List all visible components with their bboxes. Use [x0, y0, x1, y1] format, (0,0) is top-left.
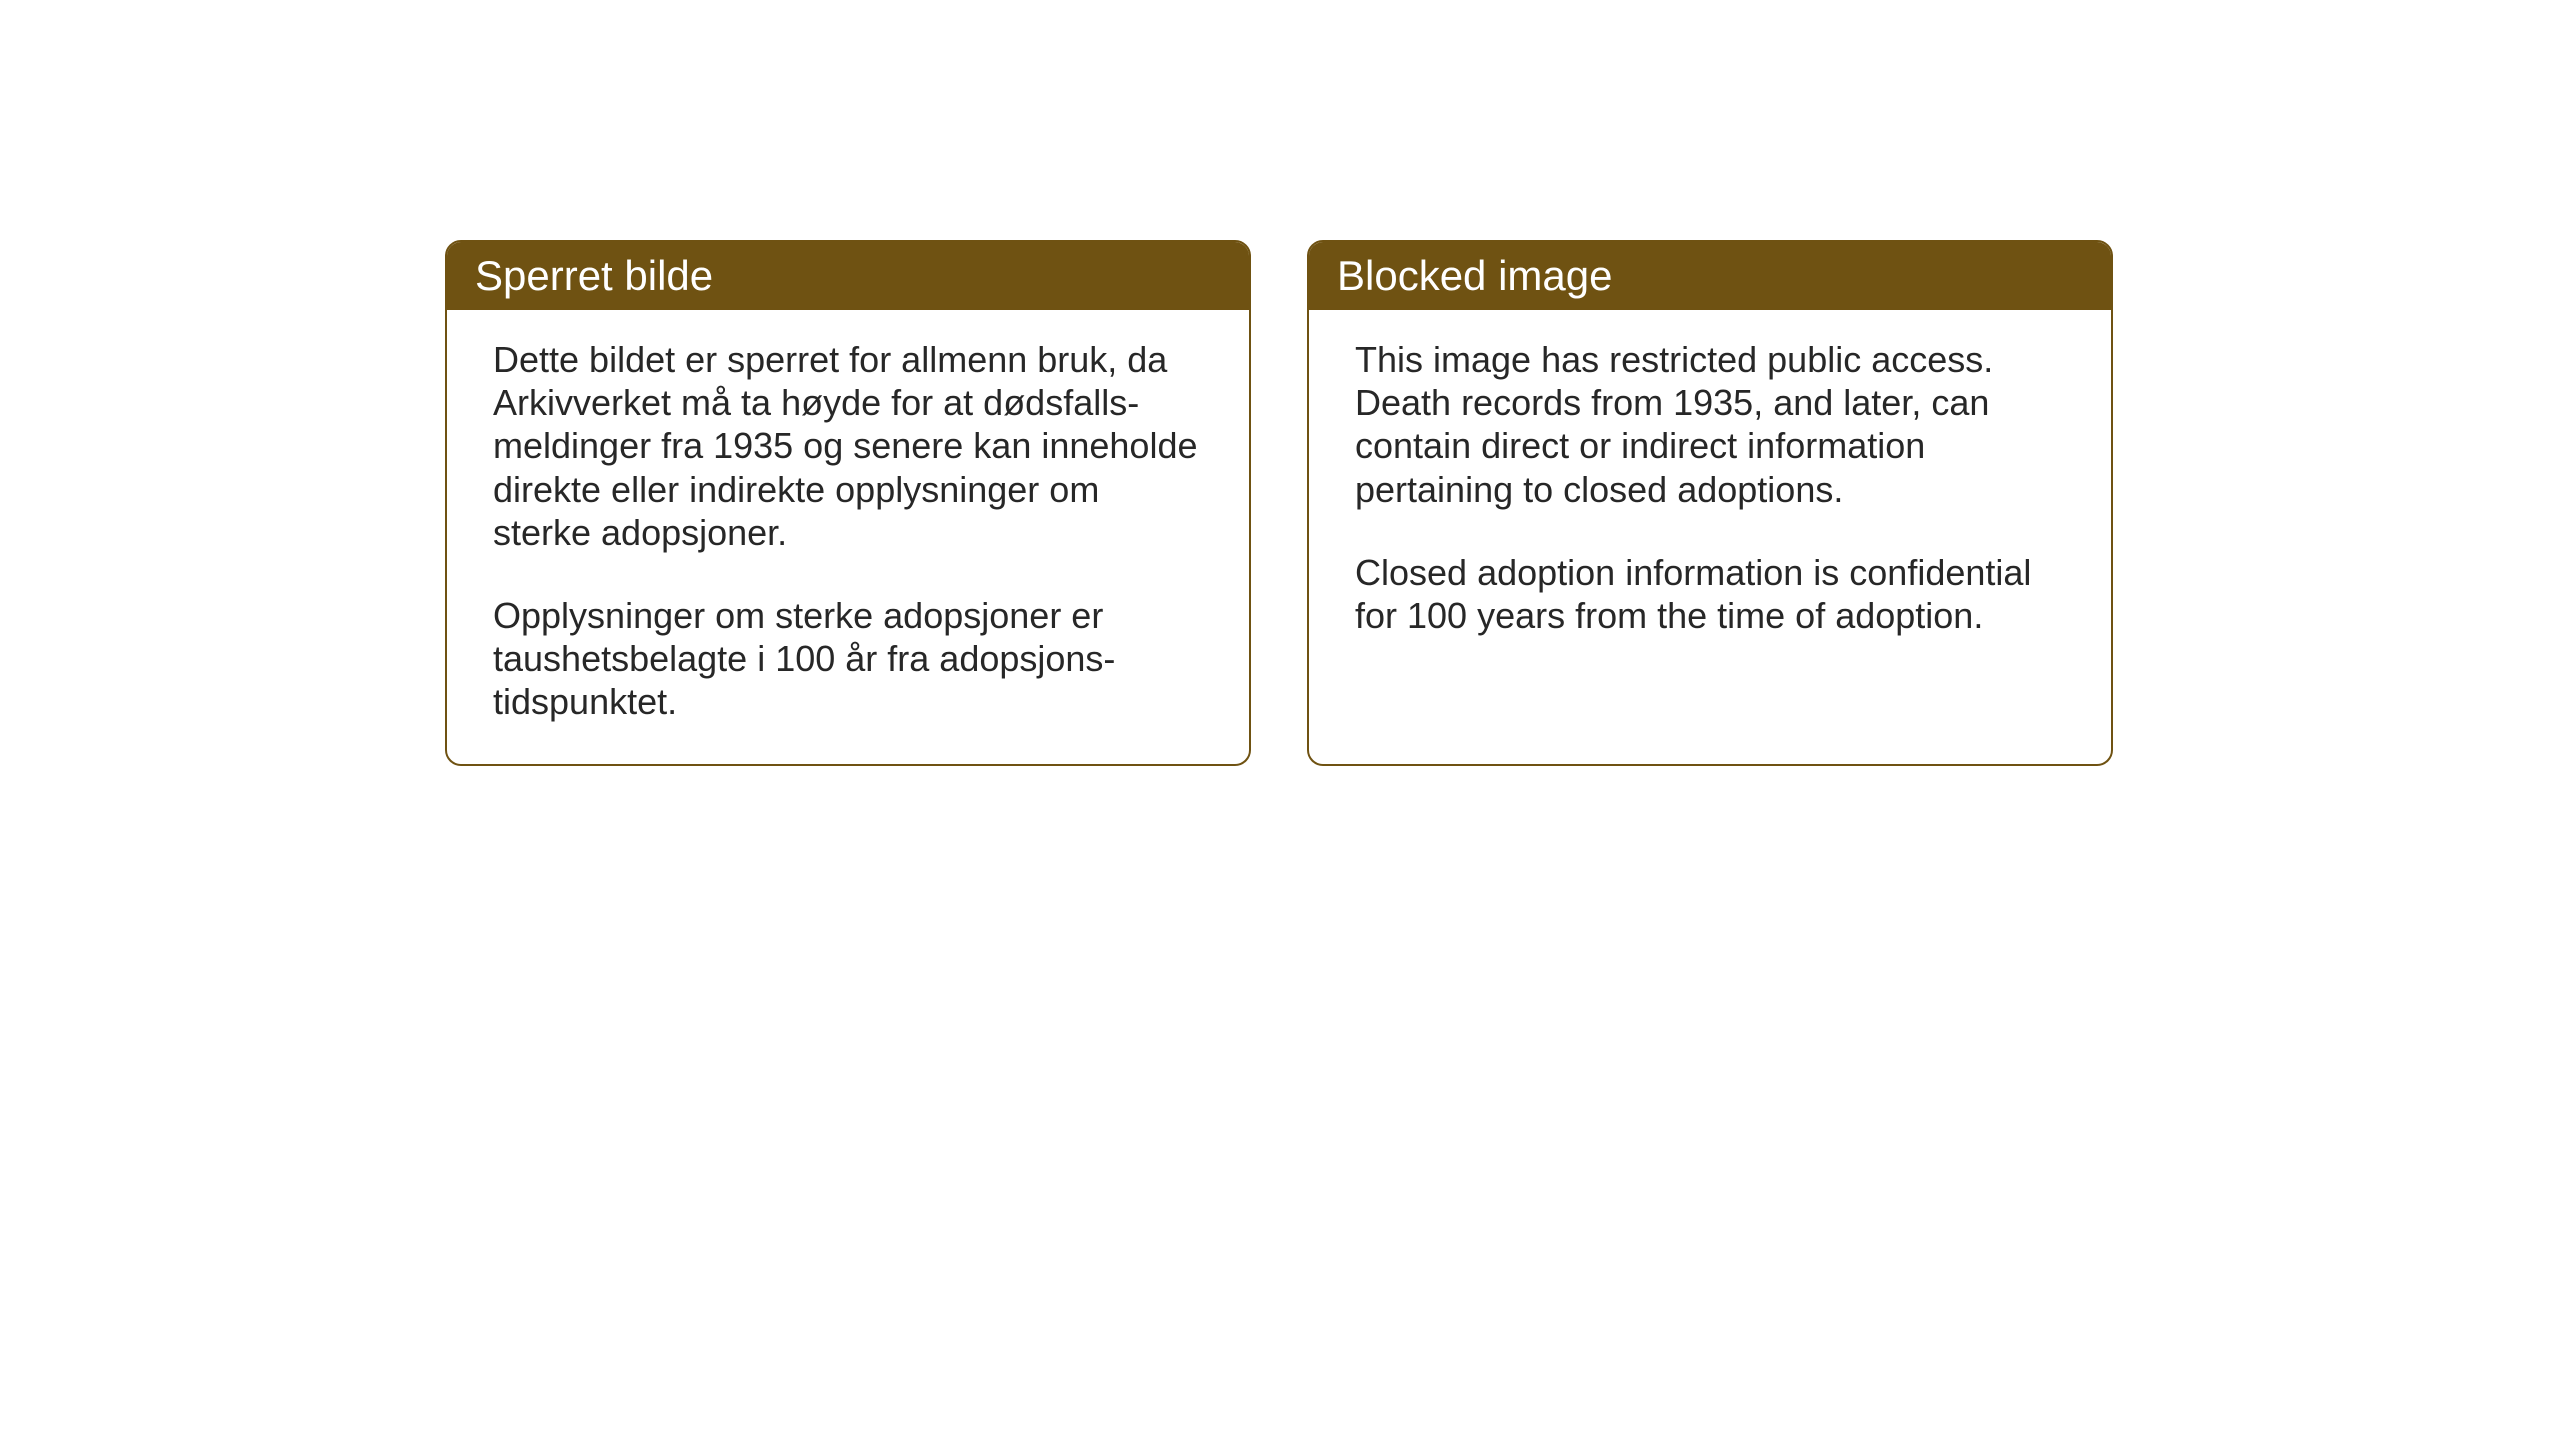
notice-card-body: Dette bildet er sperret for allmenn bruk…	[447, 310, 1249, 764]
notice-paragraph: This image has restricted public access.…	[1355, 338, 2065, 511]
notice-card-body: This image has restricted public access.…	[1309, 310, 2111, 760]
notice-paragraph: Closed adoption information is confident…	[1355, 551, 2065, 637]
notice-card-title: Sperret bilde	[447, 242, 1249, 310]
notice-card-norwegian: Sperret bilde Dette bildet er sperret fo…	[445, 240, 1251, 766]
notice-paragraph: Dette bildet er sperret for allmenn bruk…	[493, 338, 1203, 554]
notice-card-title: Blocked image	[1309, 242, 2111, 310]
notice-cards-container: Sperret bilde Dette bildet er sperret fo…	[445, 240, 2113, 766]
notice-card-english: Blocked image This image has restricted …	[1307, 240, 2113, 766]
notice-paragraph: Opplysninger om sterke adopsjoner er tau…	[493, 594, 1203, 724]
